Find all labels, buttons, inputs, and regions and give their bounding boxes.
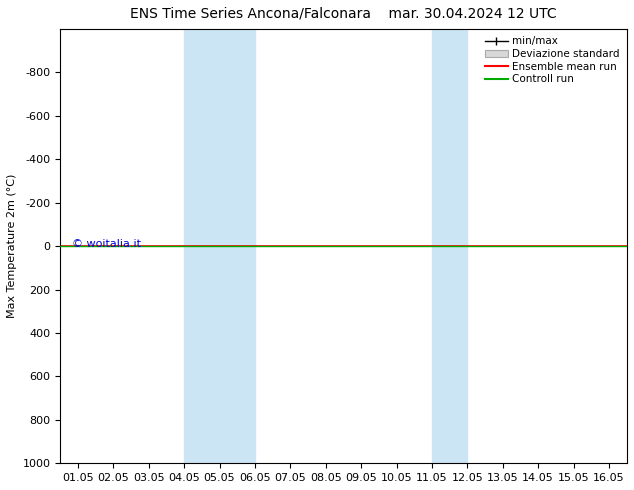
Title: ENS Time Series Ancona/Falconara    mar. 30.04.2024 12 UTC: ENS Time Series Ancona/Falconara mar. 30…: [130, 7, 557, 21]
Text: © woitalia.it: © woitalia.it: [72, 239, 141, 249]
Y-axis label: Max Temperature 2m (°C): Max Temperature 2m (°C): [7, 174, 17, 318]
Bar: [184, 29, 255, 464]
Legend: min/max, Deviazione standard, Ensemble mean run, Controll run: min/max, Deviazione standard, Ensemble m…: [482, 34, 621, 86]
Bar: [432, 29, 467, 464]
